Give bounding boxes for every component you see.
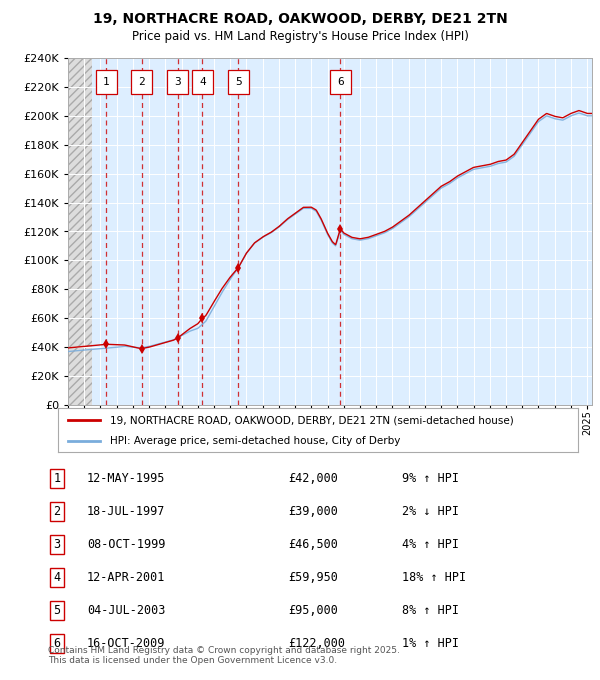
Text: 1% ↑ HPI: 1% ↑ HPI — [402, 637, 459, 650]
Bar — [167, 69, 188, 94]
Text: 8% ↑ HPI: 8% ↑ HPI — [402, 604, 459, 617]
Text: £46,500: £46,500 — [288, 538, 338, 551]
Text: 4% ↑ HPI: 4% ↑ HPI — [402, 538, 459, 551]
Text: 4: 4 — [199, 77, 206, 87]
Text: 16-OCT-2009: 16-OCT-2009 — [87, 637, 166, 650]
Text: 3: 3 — [53, 538, 61, 551]
Text: HPI: Average price, semi-detached house, City of Derby: HPI: Average price, semi-detached house,… — [110, 436, 400, 446]
Bar — [192, 69, 213, 94]
Text: £95,000: £95,000 — [288, 604, 338, 617]
Text: 12-APR-2001: 12-APR-2001 — [87, 571, 166, 584]
Text: 2: 2 — [138, 77, 145, 87]
Bar — [68, 58, 92, 405]
Text: 18% ↑ HPI: 18% ↑ HPI — [402, 571, 466, 584]
Text: 19, NORTHACRE ROAD, OAKWOOD, DERBY, DE21 2TN: 19, NORTHACRE ROAD, OAKWOOD, DERBY, DE21… — [92, 12, 508, 26]
Text: 04-JUL-2003: 04-JUL-2003 — [87, 604, 166, 617]
Text: Contains HM Land Registry data © Crown copyright and database right 2025.
This d: Contains HM Land Registry data © Crown c… — [48, 645, 400, 665]
Text: 1: 1 — [53, 472, 61, 485]
Text: £39,000: £39,000 — [288, 505, 338, 518]
Bar — [96, 69, 117, 94]
Text: 5: 5 — [53, 604, 61, 617]
Text: £42,000: £42,000 — [288, 472, 338, 485]
Text: 19, NORTHACRE ROAD, OAKWOOD, DERBY, DE21 2TN (semi-detached house): 19, NORTHACRE ROAD, OAKWOOD, DERBY, DE21… — [110, 415, 514, 425]
Text: 4: 4 — [53, 571, 61, 584]
Text: £59,950: £59,950 — [288, 571, 338, 584]
Text: £122,000: £122,000 — [288, 637, 345, 650]
Text: 08-OCT-1999: 08-OCT-1999 — [87, 538, 166, 551]
Bar — [228, 69, 249, 94]
Text: 2% ↓ HPI: 2% ↓ HPI — [402, 505, 459, 518]
Text: 1: 1 — [103, 77, 110, 87]
Text: 18-JUL-1997: 18-JUL-1997 — [87, 505, 166, 518]
Text: 6: 6 — [337, 77, 344, 87]
Text: 12-MAY-1995: 12-MAY-1995 — [87, 472, 166, 485]
Text: 9% ↑ HPI: 9% ↑ HPI — [402, 472, 459, 485]
Text: 2: 2 — [53, 505, 61, 518]
Bar — [330, 69, 351, 94]
Text: 5: 5 — [235, 77, 242, 87]
Bar — [131, 69, 152, 94]
Text: 6: 6 — [53, 637, 61, 650]
Text: 3: 3 — [175, 77, 181, 87]
Text: Price paid vs. HM Land Registry's House Price Index (HPI): Price paid vs. HM Land Registry's House … — [131, 30, 469, 43]
